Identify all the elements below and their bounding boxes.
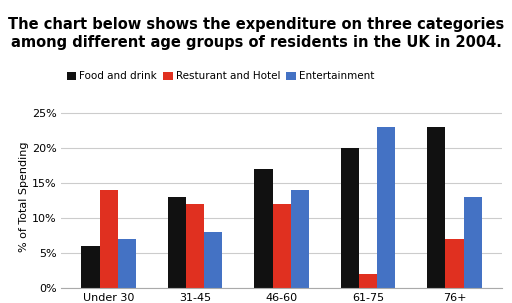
- Bar: [100, 190, 118, 288]
- Bar: [463, 197, 482, 288]
- Bar: [168, 197, 186, 288]
- Bar: [254, 169, 272, 288]
- Bar: [186, 204, 204, 288]
- Bar: [359, 274, 377, 288]
- Bar: [118, 239, 136, 288]
- Legend: Food and drink, Resturant and Hotel, Entertainment: Food and drink, Resturant and Hotel, Ent…: [67, 71, 374, 81]
- Bar: [81, 246, 100, 288]
- Bar: [291, 190, 309, 288]
- Text: The chart below shows the expenditure on three categories
among different age gr: The chart below shows the expenditure on…: [8, 17, 504, 50]
- Bar: [341, 148, 359, 288]
- Bar: [445, 239, 463, 288]
- Y-axis label: % of Total Spending: % of Total Spending: [19, 142, 29, 252]
- Bar: [272, 204, 291, 288]
- Bar: [428, 127, 445, 288]
- Bar: [377, 127, 395, 288]
- Bar: [204, 232, 222, 288]
